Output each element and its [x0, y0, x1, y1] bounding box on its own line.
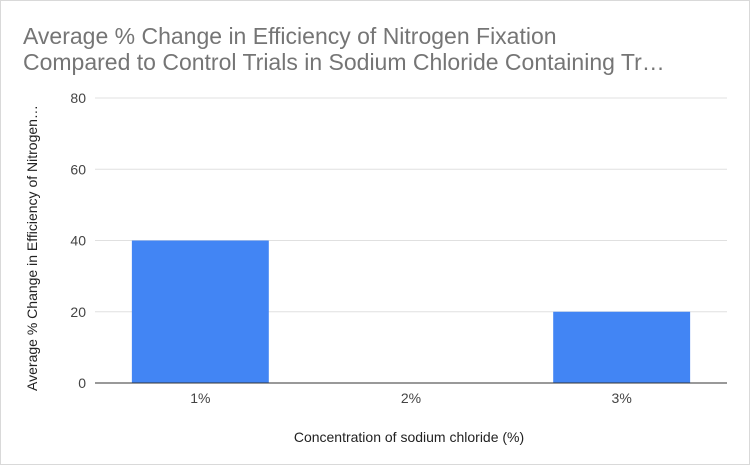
y-tick-label: 0 [78, 375, 86, 391]
chart-title-line-2: Compared to Control Trials in Sodium Chl… [23, 49, 665, 75]
y-tick-label: 20 [70, 304, 86, 320]
y-tick-label: 40 [70, 233, 86, 249]
y-axis-title: Average % Change in Efficiency of Nitrog… [24, 105, 40, 391]
chart-title-line-1: Average % Change in Efficiency of Nitrog… [23, 23, 557, 49]
bar-1% [131, 240, 269, 383]
x-tick-label: 3% [612, 390, 632, 406]
y-axis-ticks: 0 20 40 60 80 [70, 90, 86, 391]
x-tick-label: 2% [401, 390, 421, 406]
y-tick-label: 60 [70, 161, 86, 177]
bar-3% [553, 311, 691, 383]
x-tick-label: 1% [190, 390, 210, 406]
x-axis-title: Concentration of sodium chloride (%) [294, 429, 524, 445]
y-tick-label: 80 [70, 90, 86, 106]
x-axis-ticks: 1% 2% 3% [190, 390, 632, 406]
bars [131, 240, 691, 383]
